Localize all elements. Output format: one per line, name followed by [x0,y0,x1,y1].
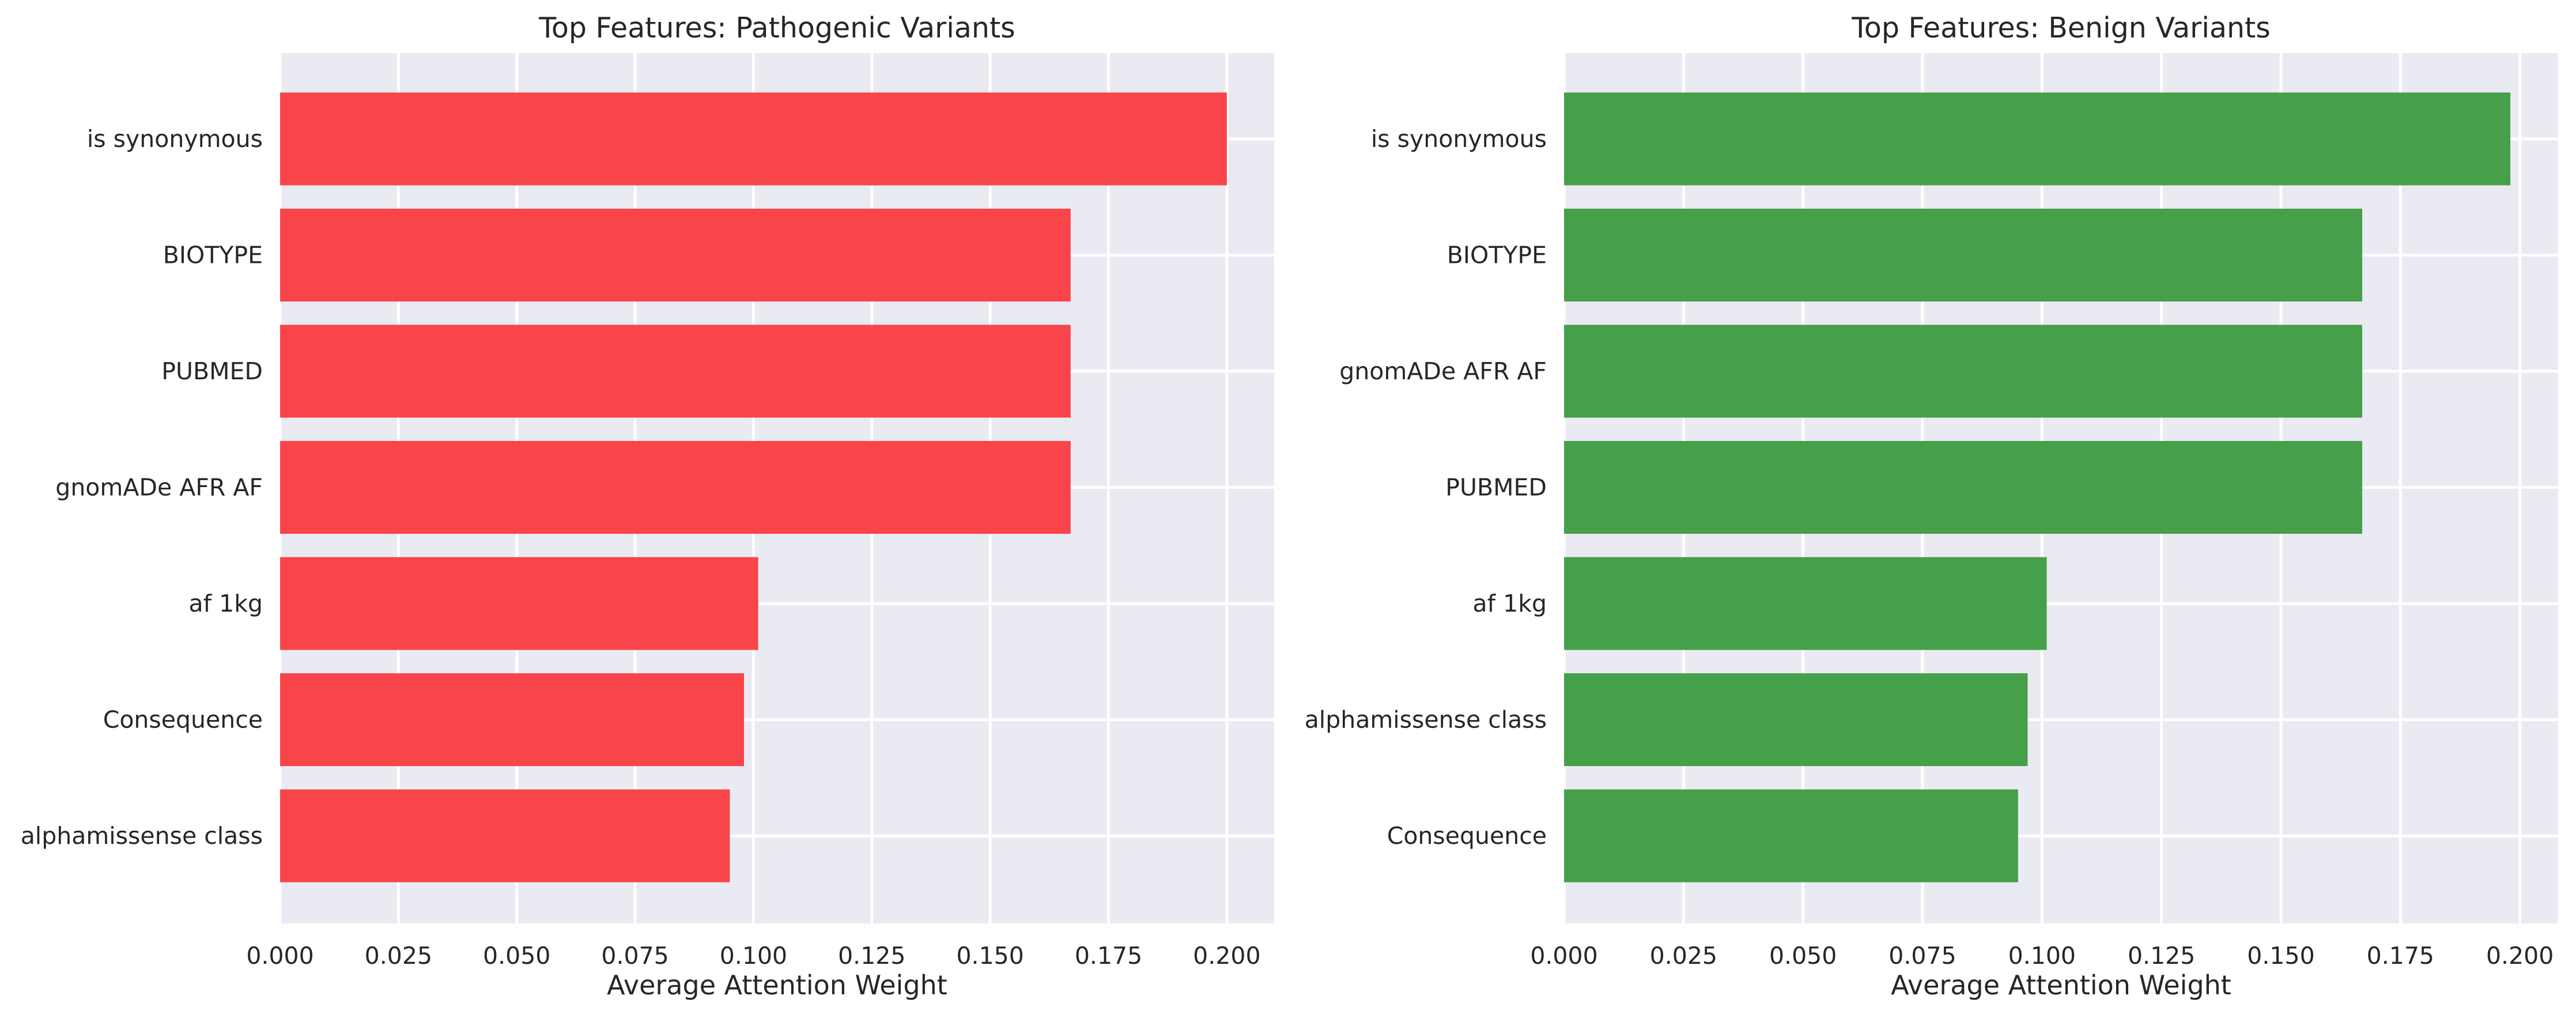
x-tick-label: 0.100 [720,942,787,970]
x-tick-label: 0.125 [2128,942,2195,970]
x-tick-label: 0.000 [1530,942,1597,970]
chart-title: Top Features: Benign Variants [1851,12,2271,44]
bar [280,92,1227,186]
x-tick-label: 0.050 [1769,942,1837,970]
x-tick-label: 0.200 [2486,942,2554,970]
x-tick-label: 0.000 [246,942,313,970]
category-label: is synonymous [87,125,263,153]
bar [1564,325,2362,418]
category-label: alphamissense class [21,822,263,850]
category-label: af 1kg [189,590,263,617]
x-tick-label: 0.125 [838,942,905,970]
bar [280,789,730,883]
x-tick-label: 0.175 [1075,942,1142,970]
bar [1564,673,2028,766]
x-tick-label: 0.075 [601,942,668,970]
benign-chart: is synonymous BIOTYPE gnomADe AFR AF PUBMED… [1305,12,2558,1001]
x-axis-label: Average Attention Weight [1891,970,2231,1001]
bar [1564,92,2511,186]
category-label: af 1kg [1473,590,1547,617]
chart-title: Top Features: Pathogenic Variants [538,12,1015,44]
pathogenic-chart: is synonymous BIOTYPE PUBMED gnomADe AFR AF… [21,12,1274,1001]
category-label: Consequence [103,706,263,734]
category-label: is synonymous [1371,125,1547,153]
category-label: Consequence [1387,822,1547,850]
category-label: gnomADe AFR AF [1339,357,1547,385]
x-tick-label: 0.075 [1888,942,1956,970]
category-label: BIOTYPE [163,242,263,269]
x-tick-label: 0.100 [2008,942,2076,970]
category-label: PUBMED [1445,474,1547,502]
category-label: PUBMED [161,357,263,385]
bar [1564,557,2047,650]
x-axis-label: Average Attention Weight [607,970,947,1001]
x-tick-label: 0.025 [1650,942,1717,970]
bar [280,673,744,766]
bar [1564,209,2362,301]
x-tick-label: 0.175 [2367,942,2434,970]
bar [280,209,1071,301]
x-tick-label: 0.150 [956,942,1023,970]
bar [1564,441,2362,534]
bar [1564,789,2018,883]
x-tick-label: 0.200 [1193,942,1260,970]
bar [280,325,1071,418]
x-tick-label: 0.150 [2247,942,2314,970]
bar [280,557,758,650]
category-label: gnomADe AFR AF [55,474,263,502]
bar [280,441,1071,534]
x-tick-label: 0.025 [365,942,432,970]
category-label: alphamissense class [1305,706,1547,734]
category-label: BIOTYPE [1447,242,1547,269]
x-tick-label: 0.050 [483,942,550,970]
